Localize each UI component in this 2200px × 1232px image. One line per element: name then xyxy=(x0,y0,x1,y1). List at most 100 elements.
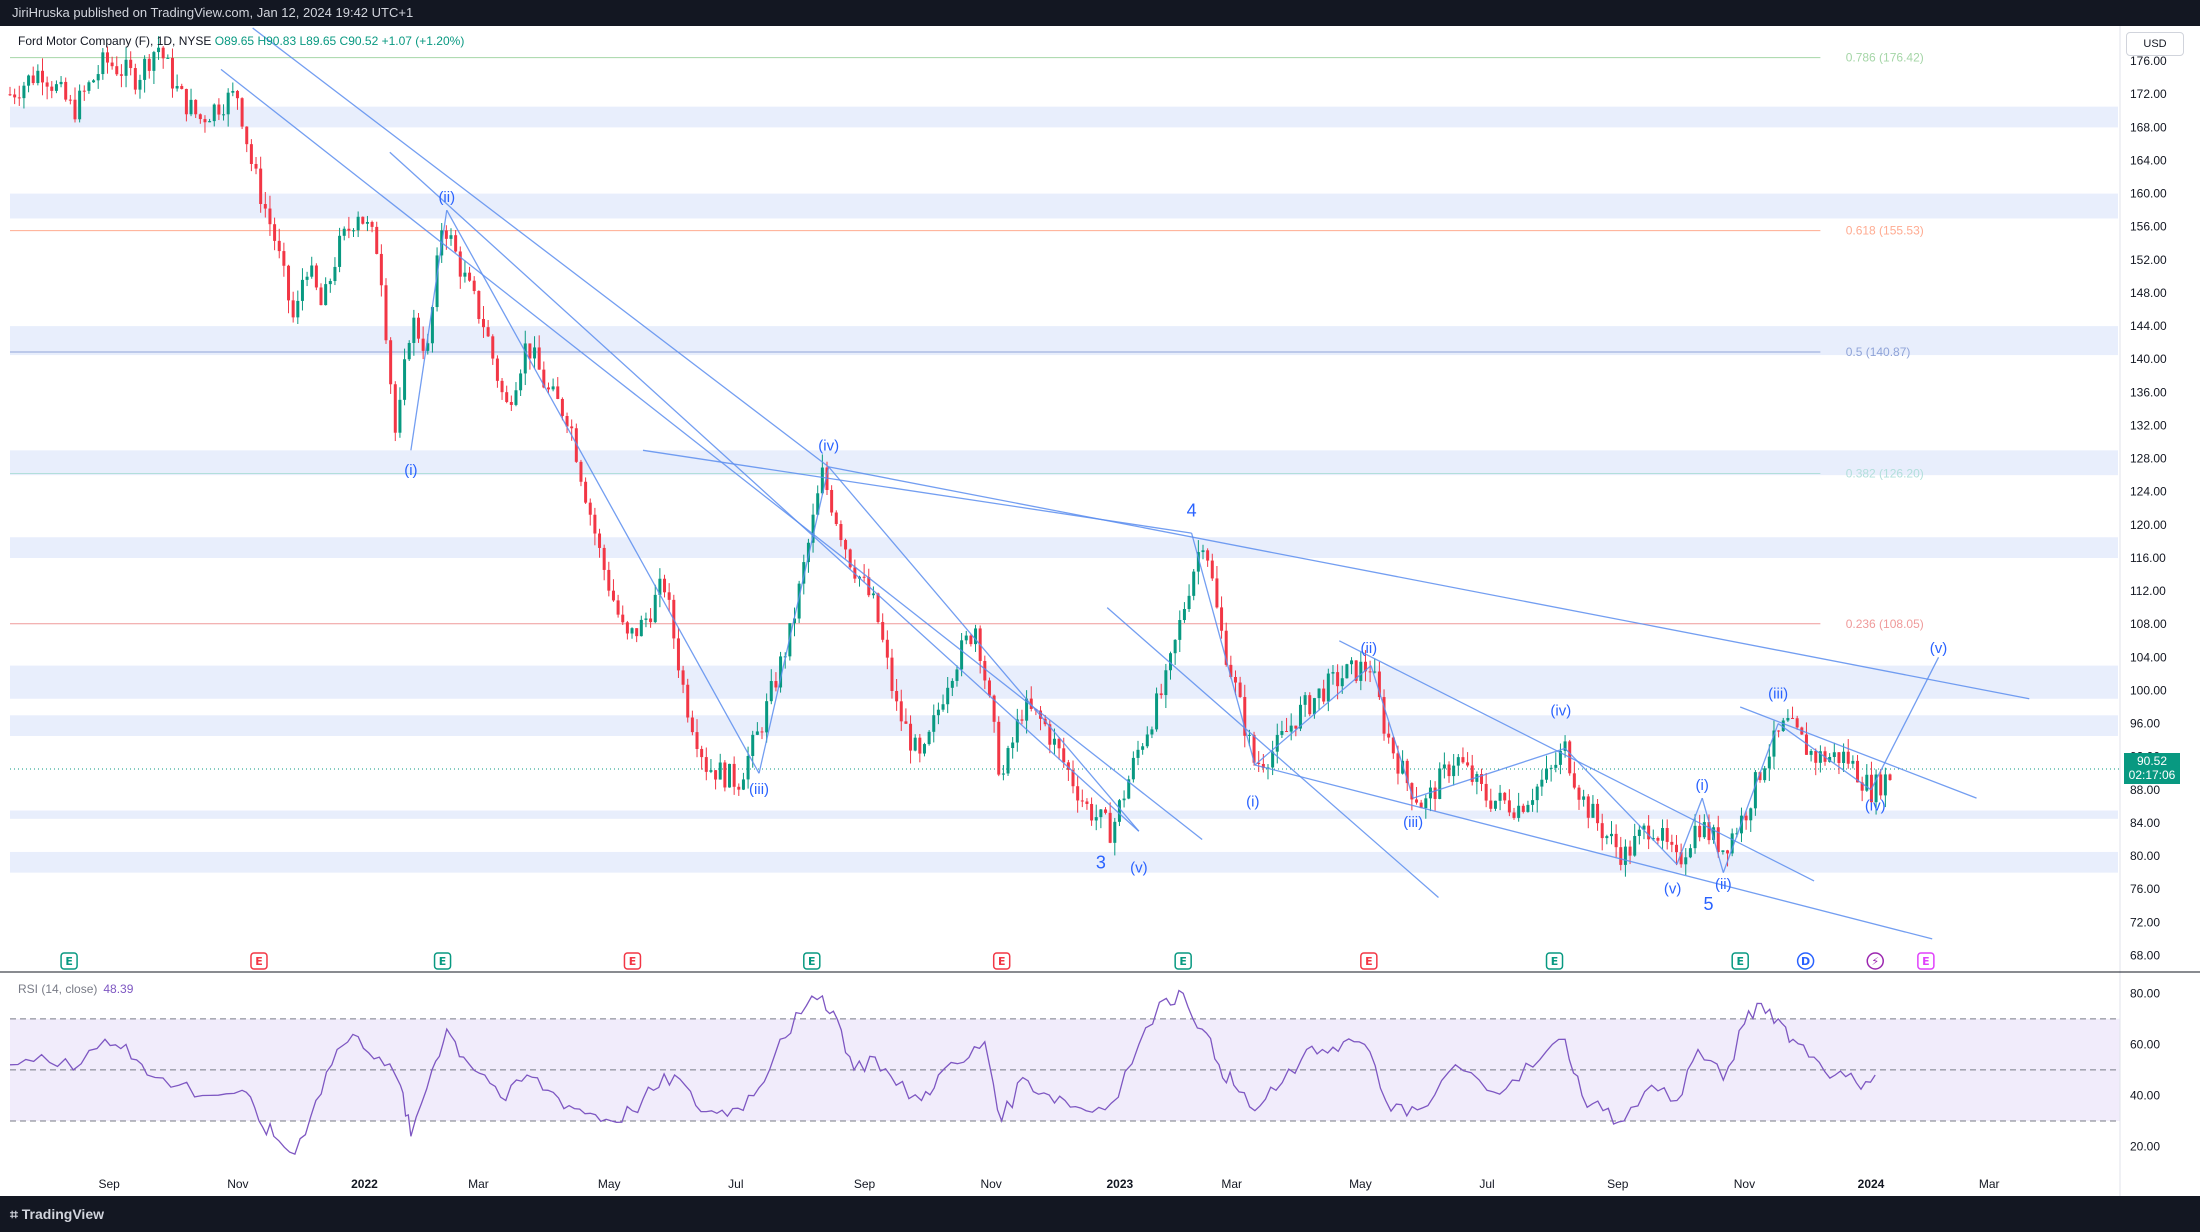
wave-label: (iv) xyxy=(818,437,839,454)
candle-body xyxy=(621,614,625,623)
event-marker-label: E xyxy=(1551,955,1559,968)
candle-body xyxy=(486,327,490,337)
rsi-legend[interactable]: RSI (14, close) 48.39 xyxy=(18,982,133,996)
rsi-value: 48.39 xyxy=(103,982,134,996)
candle-body xyxy=(1600,823,1604,839)
candle-body xyxy=(133,68,137,90)
candle-body xyxy=(1475,774,1479,782)
price-tick-label: 160.00 xyxy=(2130,187,2167,201)
low-value: L89.65 xyxy=(299,34,337,48)
event-marker-label: E xyxy=(439,955,447,968)
candle-body xyxy=(1656,837,1660,841)
candle-body xyxy=(235,90,239,99)
candle-body xyxy=(653,594,657,623)
candle-body xyxy=(305,276,309,280)
candle-body xyxy=(1558,750,1562,765)
candle-body xyxy=(1196,552,1200,572)
candle-body xyxy=(825,467,829,490)
candle-body xyxy=(110,62,114,67)
candle-body xyxy=(426,343,430,351)
candle-body xyxy=(1001,773,1005,775)
candle-body xyxy=(1554,764,1558,768)
rsi-pane[interactable] xyxy=(9,989,2120,1155)
event-marker xyxy=(803,952,821,970)
candle-body xyxy=(1113,821,1117,843)
candle-body xyxy=(491,336,495,359)
candle-body xyxy=(1456,757,1460,766)
candle-body xyxy=(1048,724,1052,745)
candle-body xyxy=(282,251,286,266)
candle-body xyxy=(1684,857,1688,865)
candle-body xyxy=(226,92,230,115)
trend-line xyxy=(252,27,830,468)
candle-body xyxy=(1271,751,1275,768)
price-zone xyxy=(10,326,2118,356)
candle-body xyxy=(1633,836,1637,856)
rsi-line xyxy=(9,989,1876,1155)
candle-body xyxy=(1716,827,1720,853)
currency-button[interactable]: USD xyxy=(2126,32,2184,56)
candle-body xyxy=(611,590,615,601)
candle-body xyxy=(1187,595,1191,610)
trend-line xyxy=(410,210,448,451)
candle-body xyxy=(1308,695,1312,715)
candle-body xyxy=(449,235,453,239)
candle-body xyxy=(941,704,945,710)
price-tick-label: 176.00 xyxy=(2130,54,2167,68)
symbol-name[interactable]: Ford Motor Company (F), 1D, NYSE xyxy=(18,34,212,48)
candle-body xyxy=(300,279,304,301)
trend-line xyxy=(758,466,830,774)
trend-line xyxy=(1676,797,1703,865)
candle-body xyxy=(765,701,769,733)
price-zone xyxy=(10,450,2118,476)
candle-body xyxy=(40,70,44,83)
candle-body xyxy=(1470,765,1474,782)
wave-labels: (ii) (i) (iii) (iv) 3 (v) 4 (i) (ii) (iii) (iv) (v)… xyxy=(404,189,1947,914)
price-tick-label: 84.00 xyxy=(2130,816,2160,830)
candle-body xyxy=(1512,812,1516,818)
tradingview-logo[interactable]: ⌗ TradingView xyxy=(10,1206,104,1222)
candle-body xyxy=(198,114,202,120)
candle-body xyxy=(1651,837,1655,840)
candle-body xyxy=(1498,792,1502,801)
price-zone xyxy=(10,193,2118,219)
event-markers[interactable]: E E E E E E E E E E D ⚡ E xyxy=(60,952,1935,970)
candle-body xyxy=(602,547,606,570)
candle-body xyxy=(1702,822,1706,838)
candle-body xyxy=(1433,787,1437,799)
candle-body xyxy=(1340,678,1344,687)
elliott-wave-lines[interactable] xyxy=(220,27,2030,940)
candle-body xyxy=(314,265,318,288)
candle-body xyxy=(741,779,745,790)
candle-body xyxy=(1772,730,1776,757)
event-marker xyxy=(1796,952,1815,970)
candle-body xyxy=(1693,825,1697,849)
candle-body xyxy=(1763,768,1767,781)
candle-body xyxy=(291,300,295,318)
chart-canvas[interactable]: 0.786 (176.42) 0.618 (155.53) 0.5 (140.87)… xyxy=(0,26,2200,1196)
candle-body xyxy=(59,81,63,85)
trend-line xyxy=(220,68,1203,841)
candle-body xyxy=(936,709,940,716)
candle-body xyxy=(454,235,458,252)
candle-body xyxy=(588,502,592,515)
candle-body xyxy=(416,317,420,339)
candle-body xyxy=(1563,741,1567,751)
price-zone xyxy=(10,810,2118,819)
trend-line xyxy=(1870,657,1940,791)
candle-body xyxy=(1577,787,1581,800)
candle-body xyxy=(1331,672,1335,674)
candle-body xyxy=(481,318,485,328)
candle-body xyxy=(1145,734,1149,747)
candle-body xyxy=(1419,802,1423,809)
candle-body xyxy=(1127,779,1131,799)
candle-body xyxy=(87,82,91,91)
candle-body xyxy=(644,618,648,620)
wave-label: (i) xyxy=(1696,777,1709,794)
time-tick-label: Mar xyxy=(1979,1177,2000,1191)
candle-body xyxy=(533,347,537,359)
candle-body xyxy=(17,97,21,99)
candle-body xyxy=(1011,742,1015,749)
trend-line xyxy=(828,466,1140,832)
candle-body xyxy=(430,307,434,344)
